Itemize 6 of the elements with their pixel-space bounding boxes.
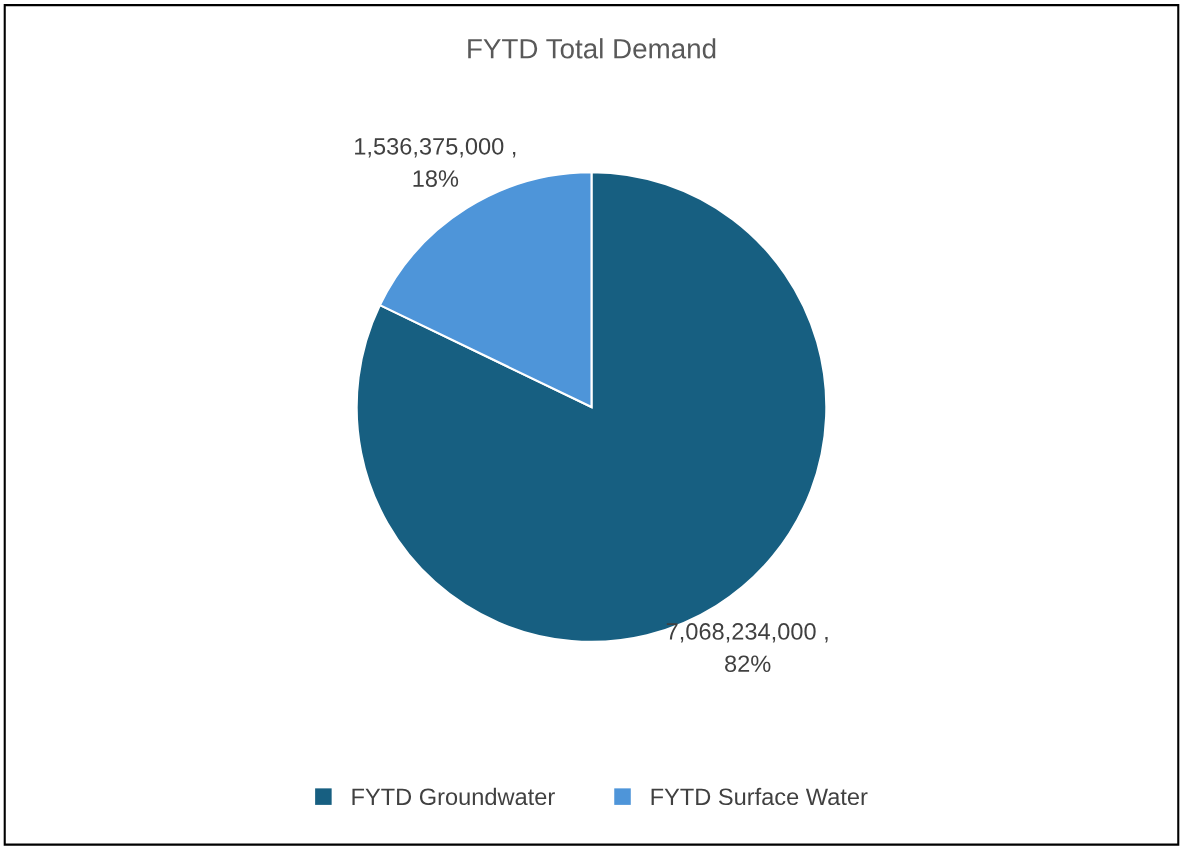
legend-label: FYTD Surface Water (651, 787, 868, 806)
pie-slice (355, 171, 828, 643)
legend-label: FYTD Groundwater (352, 787, 555, 806)
data-label: 7,068,234,000 , 82% (666, 623, 828, 673)
chart-title: FYTD Total Demand (468, 38, 716, 59)
data-label: 1,536,375,000 , 18% (355, 137, 516, 187)
